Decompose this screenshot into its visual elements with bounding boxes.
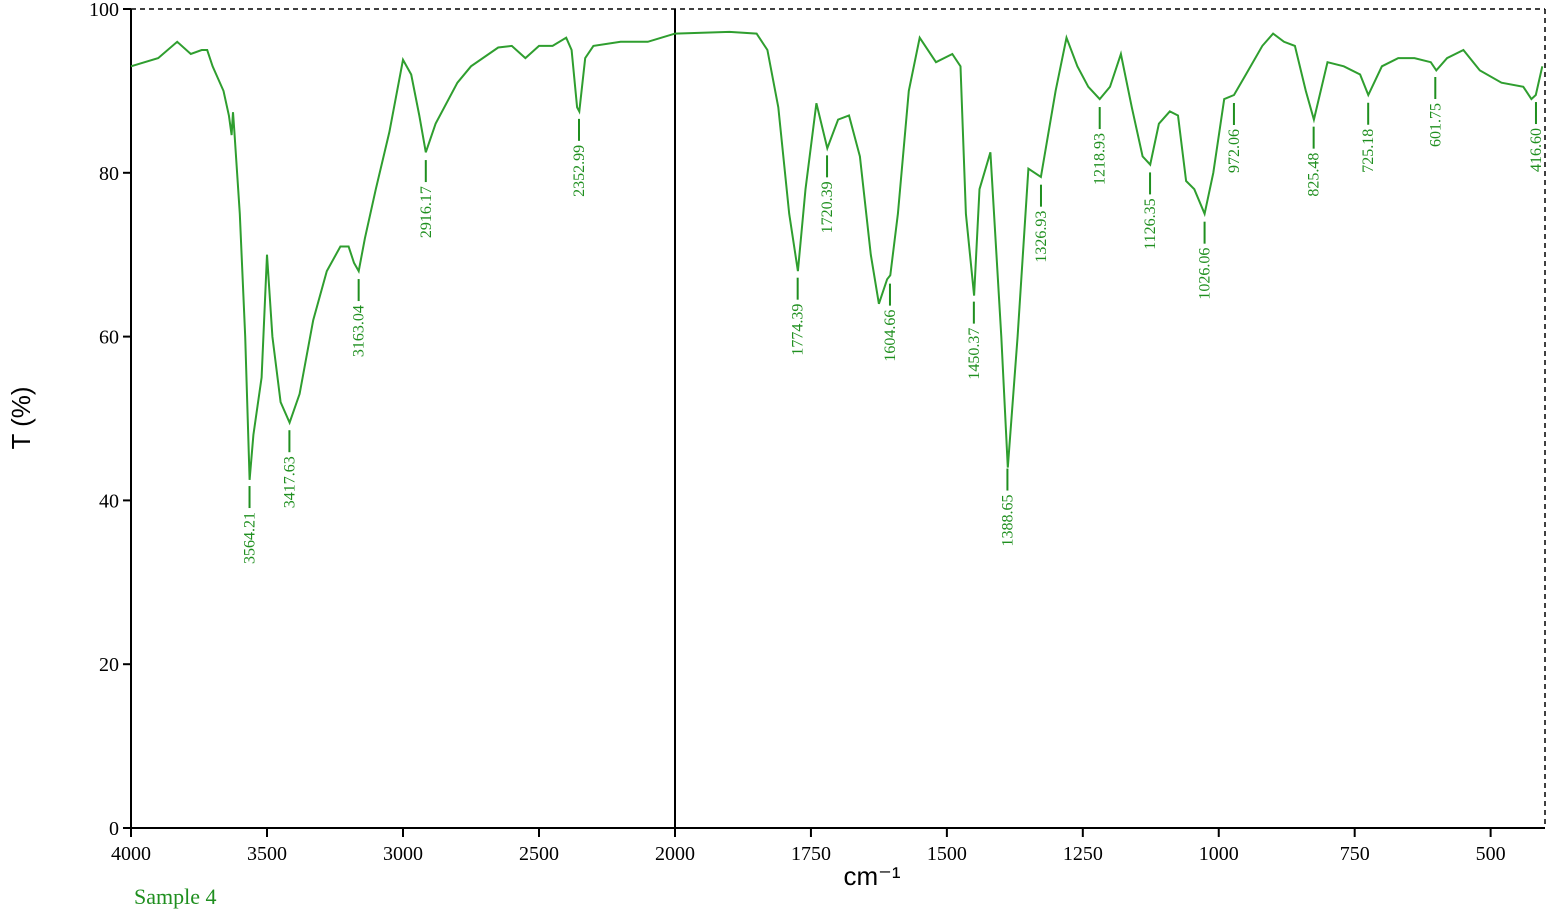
peak-label: 1026.06 [1197, 248, 1214, 300]
peak-label: 1774.39 [790, 304, 807, 356]
sample-label: Sample 4 [134, 884, 217, 909]
x-tick-label: 500 [1476, 843, 1506, 865]
y-tick-label: 80 [99, 163, 119, 185]
x-tick-label: 1000 [1199, 843, 1239, 865]
y-axis-label: T (%) [6, 386, 36, 449]
peak-label: 1604.66 [882, 310, 899, 362]
peak-label: 972.06 [1226, 129, 1243, 173]
x-tick-label: 1500 [927, 843, 967, 865]
x-tick-label: 750 [1340, 843, 1370, 865]
y-tick-label: 40 [99, 490, 119, 512]
peak-label: 3564.21 [242, 512, 259, 564]
peak-label: 2916.17 [418, 186, 435, 238]
x-axis-label: cm⁻¹ [843, 861, 900, 891]
y-tick-label: 60 [99, 327, 119, 349]
peak-label: 1388.65 [999, 495, 1016, 547]
y-tick-label: 20 [99, 654, 119, 676]
peak-label: 1326.93 [1033, 211, 1050, 263]
x-tick-label: 1750 [791, 843, 831, 865]
peak-label: 1720.39 [819, 181, 836, 233]
x-tick-label: 3000 [383, 843, 423, 865]
peak-label: 1126.35 [1142, 198, 1159, 249]
peak-label: 3163.04 [351, 305, 368, 357]
peak-label: 1450.37 [966, 328, 983, 380]
y-tick-label: 0 [109, 818, 119, 840]
x-tick-label: 3500 [247, 843, 287, 865]
peak-label: 825.48 [1306, 153, 1323, 197]
x-tick-label: 1250 [1063, 843, 1103, 865]
y-tick-label: 100 [89, 0, 119, 21]
x-tick-label: 2500 [519, 843, 559, 865]
spectrum-line [130, 30, 1544, 480]
peak-label: 416.60 [1528, 128, 1545, 172]
x-tick-label: 4000 [111, 843, 151, 865]
x-tick-label: 2000 [655, 843, 695, 865]
peak-label: 1218.93 [1092, 133, 1109, 185]
peak-label: 2352.99 [571, 145, 588, 197]
peak-label: 601.75 [1427, 103, 1444, 147]
peak-label: 725.18 [1360, 129, 1377, 173]
peak-label: 3417.63 [281, 456, 298, 508]
